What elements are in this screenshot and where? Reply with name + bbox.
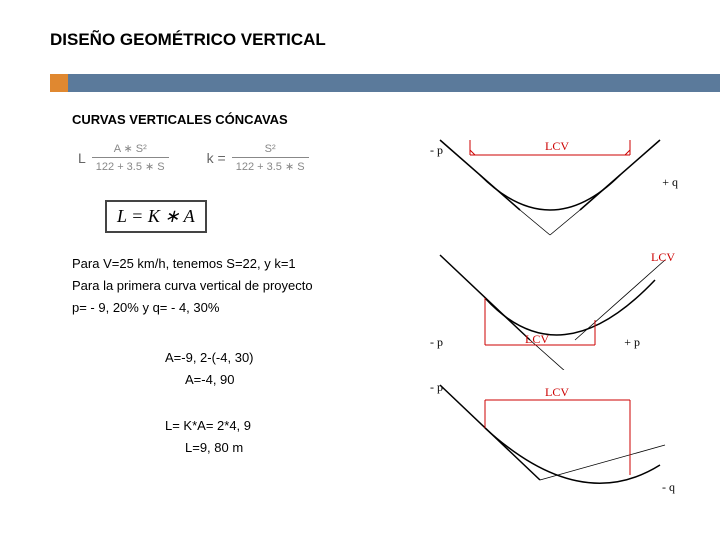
para-1: Para V=25 km/h, tenemos S=22, y k=1: [72, 256, 296, 271]
calc-1: A=-9, 2-(-4, 30): [165, 350, 254, 365]
diagram-2: - p LCV + p LCV: [430, 250, 670, 370]
formula-l-lhs: L: [78, 150, 86, 166]
para-2: Para la primera curva vertical de proyec…: [72, 278, 313, 293]
formula-k-lhs: k =: [207, 150, 226, 166]
formula-l: L A ∗ S² 122 + 3.5 ∗ S: [78, 142, 169, 173]
dia3-neg-q: - q: [662, 480, 675, 495]
formula-k-num: S²: [261, 143, 280, 157]
calc-4: L=9, 80 m: [185, 440, 243, 455]
dia3-neg-p: - p: [430, 380, 443, 395]
dia3-lcv: LCV: [545, 385, 569, 400]
formula-l-num: A ∗ S²: [110, 142, 151, 157]
dia1-lcv: LCV: [545, 139, 569, 154]
diagram-1: - p LCV + q: [430, 135, 670, 245]
dia1-neg-p: - p: [430, 143, 443, 158]
dia2-lcv: LCV: [525, 332, 549, 347]
formula-k: k = S² 122 + 3.5 ∗ S: [207, 143, 309, 173]
calc-2: A=-4, 90: [185, 372, 235, 387]
divider-bar: [68, 74, 720, 92]
subtitle: CURVAS VERTICALES CÓNCAVAS: [72, 112, 288, 127]
formula-row: L A ∗ S² 122 + 3.5 ∗ S k = S² 122 + 3.5 …: [78, 142, 309, 173]
dia2-pos-p: + p: [624, 335, 640, 350]
page-title: DISEÑO GEOMÉTRICO VERTICAL: [50, 30, 326, 50]
diagram-3: - p LCV - q: [430, 380, 670, 500]
formula-k-den: 122 + 3.5 ∗ S: [232, 157, 309, 173]
dia2-lcv2: LCV: [651, 250, 675, 265]
formula-big: L = K ∗ A: [105, 200, 207, 233]
accent-box: [50, 74, 68, 92]
calc-3: L= K*A= 2*4, 9: [165, 418, 251, 433]
formula-l-den: 122 + 3.5 ∗ S: [92, 157, 169, 173]
diagram-2-svg: [430, 250, 670, 370]
para-3: p= - 9, 20% y q= - 4, 30%: [72, 300, 219, 315]
dia2-neg-p: - p: [430, 335, 443, 350]
dia1-pos-q: + q: [662, 175, 678, 190]
